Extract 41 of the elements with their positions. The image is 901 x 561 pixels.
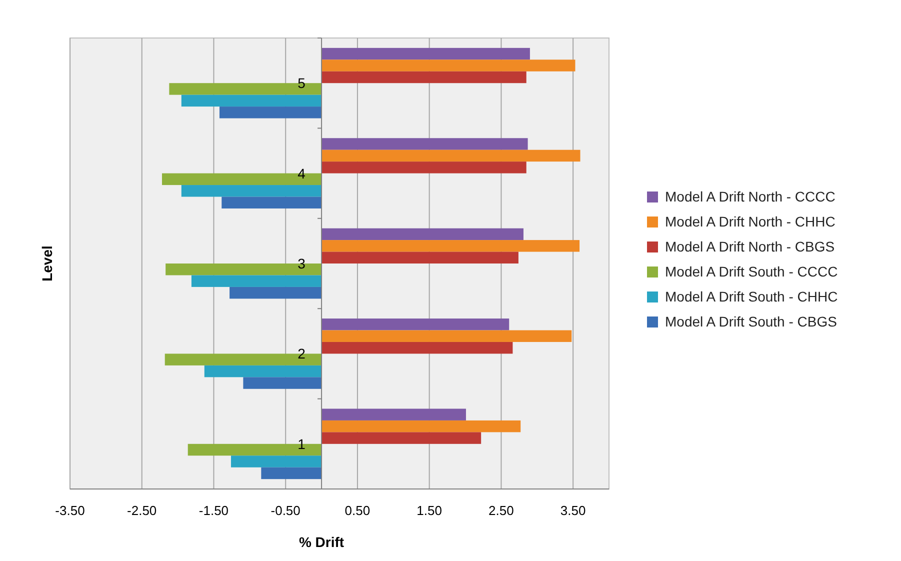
bar: [230, 286, 322, 299]
bar: [243, 377, 322, 389]
bar: [230, 456, 322, 468]
bar: [204, 365, 322, 378]
bar: [181, 185, 322, 197]
legend-label: Model A Drift South - CHHC: [665, 288, 838, 304]
x-axis-title: % Drift: [298, 534, 344, 550]
bar: [322, 420, 521, 432]
bar: [322, 240, 580, 252]
bar: [322, 252, 518, 264]
bar: [322, 60, 576, 72]
x-tick-label: -0.50: [270, 503, 300, 518]
bar: [322, 48, 530, 60]
legend-label: Model A Drift South - CCCC: [665, 264, 838, 280]
x-tick-label: 1.50: [416, 503, 442, 518]
bar: [322, 330, 572, 342]
bar: [322, 138, 528, 150]
bar: [322, 318, 510, 330]
legend-label: Model A Drift North - CCCC: [665, 188, 836, 204]
x-tick-label: -3.50: [55, 503, 85, 518]
x-tick-label: 0.50: [344, 503, 370, 518]
bar: [322, 408, 466, 420]
bar: [261, 467, 322, 480]
legend-label: Model A Drift South - CBGS: [665, 314, 837, 330]
legend-label: Model A Drift North - CHHC: [665, 214, 836, 230]
bar: [222, 196, 322, 208]
bar: [322, 228, 524, 240]
bar: [322, 71, 526, 84]
x-tick-label: -2.50: [127, 503, 157, 518]
bar: [322, 162, 526, 174]
x-tick-label: 2.50: [488, 503, 514, 518]
x-tick-label: -1.50: [198, 503, 229, 518]
y-axis-title: Level: [39, 246, 55, 282]
bar: [181, 94, 322, 107]
legend-label: Model A Drift North - CBGS: [665, 238, 835, 254]
bar: [322, 342, 513, 354]
bar: [191, 275, 322, 287]
bar: [219, 106, 322, 118]
x-tick-label: 3.50: [560, 503, 586, 518]
bar: [322, 432, 482, 444]
bar: [322, 150, 580, 162]
